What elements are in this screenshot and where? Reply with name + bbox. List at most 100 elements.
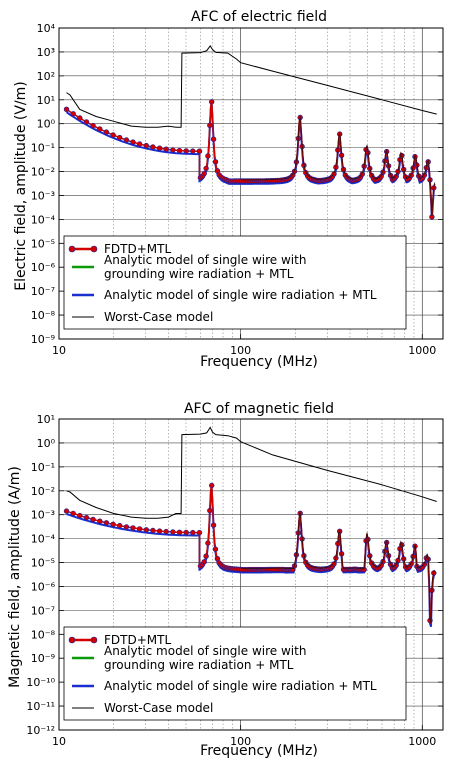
fdtd-point bbox=[170, 147, 176, 153]
plot-frame bbox=[58, 418, 444, 731]
y-axis-label: Electric field, amplitude (V/m) bbox=[13, 81, 29, 291]
fdtd-point bbox=[170, 529, 176, 535]
analytic-ground-line bbox=[66, 485, 436, 624]
fdtd-point bbox=[207, 507, 213, 514]
fdtd-point bbox=[210, 136, 217, 142]
legend-box bbox=[63, 235, 407, 330]
electric-field-panel: AFC of electric field Frequency (MHz) El… bbox=[13, 9, 444, 370]
legend-label: Worst-Case model bbox=[104, 310, 213, 324]
fdtd-point bbox=[203, 165, 209, 172]
fdtd-point bbox=[103, 129, 110, 135]
y-tick-label: 10⁻³ bbox=[31, 189, 55, 202]
fdtd-point bbox=[201, 170, 207, 177]
y-tick-label: 10⁻⁹ bbox=[31, 652, 55, 665]
y-tick-label: 10⁻⁶ bbox=[31, 261, 56, 274]
fdtd-point bbox=[196, 148, 203, 154]
x-tick-label: 100 bbox=[230, 735, 251, 748]
legend-label: Analytic model of single wire radiation … bbox=[104, 288, 377, 302]
y-tick-label: 10⁴ bbox=[37, 22, 56, 35]
fdtd-point bbox=[205, 153, 211, 159]
fdtd-point bbox=[97, 518, 103, 524]
fdtd-point bbox=[136, 526, 143, 532]
y-tick-label: 10⁻¹ bbox=[31, 142, 55, 155]
fdtd-point bbox=[83, 514, 90, 521]
fdtd-point bbox=[123, 137, 130, 143]
fdtd-point bbox=[212, 546, 219, 552]
fdtd-point bbox=[90, 516, 96, 523]
legend-label: grounding wire radiation + MTL bbox=[104, 658, 294, 672]
fdtd-point bbox=[116, 134, 123, 141]
fdtd-dense-line bbox=[240, 116, 436, 216]
fdtd-point bbox=[63, 106, 70, 113]
fdtd-point bbox=[205, 540, 211, 546]
fdtd-point bbox=[130, 525, 136, 531]
legend-label: Worst-Case model bbox=[104, 701, 213, 715]
fdtd-point bbox=[210, 522, 217, 528]
legend-marker bbox=[90, 245, 98, 253]
fdtd-point bbox=[77, 115, 83, 121]
y-tick-label: 10⁻² bbox=[31, 485, 55, 498]
fdtd-point bbox=[190, 529, 196, 536]
fdtd-point bbox=[163, 528, 169, 535]
legend-marker bbox=[90, 636, 98, 644]
fdtd-point bbox=[176, 529, 183, 535]
fdtd-line bbox=[66, 101, 436, 218]
fdtd-point bbox=[196, 529, 203, 536]
y-tick-label: 10⁻⁸ bbox=[31, 628, 56, 641]
y-tick-label: 10¹ bbox=[37, 94, 55, 107]
y-tick-label: 10⁻⁴ bbox=[31, 533, 56, 546]
y-tick-label: 10⁻¹⁰ bbox=[26, 676, 55, 689]
y-tick-label: 10⁰ bbox=[37, 118, 56, 131]
fdtd-point bbox=[212, 159, 219, 165]
y-tick-label: 10² bbox=[37, 70, 55, 83]
analytic-single-line bbox=[66, 488, 436, 627]
y-tick-label: 10⁻⁶ bbox=[31, 580, 56, 593]
fdtd-point bbox=[150, 144, 156, 150]
magnetic-field-panel: AFC of magnetic field Frequency (MHz) Ma… bbox=[7, 401, 444, 759]
fdtd-point bbox=[77, 512, 83, 519]
fdtd-point bbox=[190, 148, 196, 154]
x-tick-label: 10 bbox=[52, 735, 66, 748]
x-tick-label: 100 bbox=[230, 344, 251, 357]
fdtd-point bbox=[110, 132, 116, 138]
x-tick-label: 1000 bbox=[408, 735, 436, 748]
y-tick-label: 10⁻⁹ bbox=[31, 333, 55, 346]
legend-label: FDTD+MTL bbox=[104, 633, 171, 647]
legend-label: Analytic model of single wire radiation … bbox=[104, 679, 377, 693]
fdtd-line bbox=[66, 485, 436, 625]
fdtd-point bbox=[203, 553, 209, 559]
chart-title: AFC of magnetic field bbox=[184, 401, 334, 417]
fdtd-point bbox=[156, 145, 163, 151]
y-tick-label: 10¹ bbox=[37, 413, 55, 426]
legend-label: Analytic model of single wire with bbox=[104, 644, 306, 658]
fdtd-point bbox=[103, 520, 110, 526]
legend-label: Analytic model of single wire with bbox=[104, 253, 306, 267]
fdtd-point bbox=[393, 562, 399, 568]
fdtd-point bbox=[97, 126, 103, 132]
y-tick-label: 10⁻¹¹ bbox=[26, 700, 55, 713]
plot-frame bbox=[58, 27, 444, 340]
y-tick-label: 10³ bbox=[37, 46, 55, 59]
fdtd-point bbox=[209, 482, 215, 489]
fdtd-point bbox=[393, 173, 399, 180]
fdtd-point bbox=[130, 139, 136, 145]
x-axis-label: Frequency (MHz) bbox=[200, 354, 318, 370]
y-tick-label: 10⁻³ bbox=[31, 509, 55, 522]
fdtd-dense-line bbox=[240, 512, 436, 623]
fdtd-point bbox=[207, 122, 213, 129]
y-axis-label: Magnetic field, amplitude (A/m) bbox=[7, 466, 23, 688]
fdtd-point bbox=[150, 527, 156, 534]
fdtd-point bbox=[183, 529, 189, 536]
fdtd-point bbox=[123, 524, 130, 530]
fdtd-point bbox=[110, 521, 116, 527]
worst-case-line bbox=[66, 45, 437, 128]
fdtd-point bbox=[70, 510, 76, 517]
legend-label: FDTD+MTL bbox=[104, 242, 171, 256]
worst-case-line bbox=[66, 426, 437, 519]
x-tick-label: 1000 bbox=[408, 344, 436, 357]
y-tick-label: 10⁻⁵ bbox=[31, 557, 55, 570]
y-tick-label: 10⁻⁷ bbox=[31, 285, 55, 298]
